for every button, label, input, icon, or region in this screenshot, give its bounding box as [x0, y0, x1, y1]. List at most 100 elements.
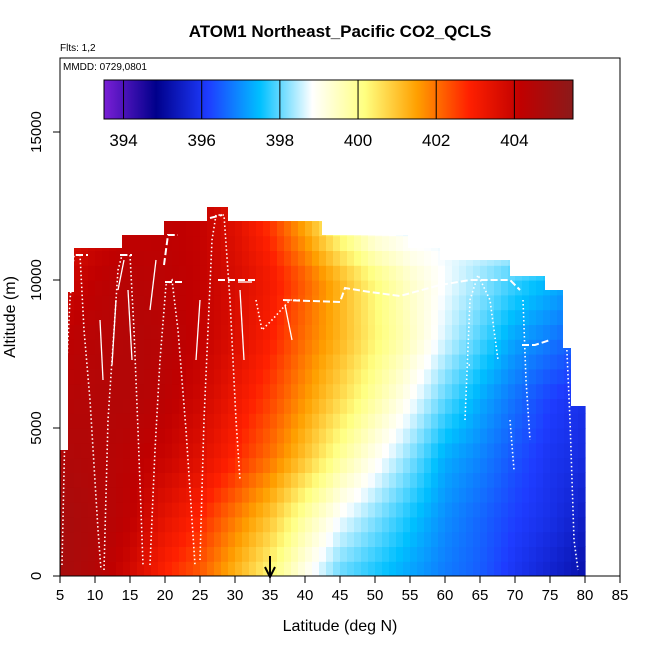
- curtain-cell: [123, 457, 131, 473]
- curtain-cell: [501, 235, 509, 251]
- curtain-cell: [172, 502, 180, 518]
- curtain-cell: [410, 339, 418, 355]
- curtain-cell: [172, 324, 180, 340]
- curtain-cell: [382, 398, 390, 414]
- curtain-cell: [186, 191, 194, 206]
- curtain-cell: [249, 383, 257, 399]
- curtain-cell: [347, 220, 355, 237]
- curtain-cell: [214, 280, 222, 296]
- curtain-cell: [368, 472, 376, 488]
- curtain-cell: [270, 516, 278, 533]
- curtain-cell: [291, 354, 299, 370]
- curtain-cell: [473, 457, 481, 473]
- curtain-cell: [494, 280, 502, 296]
- curtain-cell: [186, 339, 194, 355]
- curtain-cell: [74, 191, 82, 206]
- curtain-cell: [480, 354, 488, 370]
- curtain-cell: [403, 265, 411, 281]
- curtain-cell: [109, 324, 117, 340]
- curtain-cell: [410, 383, 418, 399]
- curtain-cell: [151, 398, 159, 414]
- curtain-cell: [221, 220, 229, 237]
- curtain-cell: [340, 368, 348, 385]
- curtain-cell: [333, 487, 341, 503]
- curtain-cell: [438, 280, 446, 296]
- curtain-cell: [151, 294, 159, 311]
- curtain-cell: [487, 354, 495, 370]
- curtain-cell: [277, 561, 285, 576]
- curtain-cell: [403, 502, 411, 518]
- curtain-cell: [571, 516, 579, 533]
- curtain-cell: [536, 265, 544, 281]
- curtain-cell: [207, 413, 215, 429]
- curtain-cell: [88, 220, 96, 237]
- curtain-cell: [235, 516, 243, 533]
- curtain-cell: [312, 457, 320, 473]
- curtain-cell: [452, 191, 460, 206]
- curtain-cell: [207, 250, 215, 266]
- curtain-cell: [305, 472, 313, 488]
- curtain-cell: [522, 457, 530, 473]
- curtain-cell: [263, 250, 271, 266]
- curtain-cell: [298, 280, 306, 296]
- curtain-cell: [487, 265, 495, 281]
- colorbar-tick-label: 396: [188, 131, 216, 150]
- curtain-cell: [305, 561, 313, 576]
- flight-track: [255, 299, 300, 332]
- curtain-cell: [403, 280, 411, 296]
- curtain-cell: [109, 309, 117, 325]
- curtain-cell: [235, 398, 243, 414]
- curtain-cell: [564, 502, 572, 518]
- curtain-cell: [529, 354, 537, 370]
- curtain-cell: [137, 546, 145, 562]
- curtain-cell: [305, 324, 313, 340]
- curtain-cell: [116, 368, 124, 385]
- curtain-cell: [543, 487, 551, 503]
- curtain-cell: [396, 265, 404, 281]
- curtain-cell: [382, 235, 390, 251]
- curtain-cell: [543, 220, 551, 237]
- curtain-cell: [81, 516, 89, 533]
- flight-track: [111, 299, 117, 366]
- curtain-cell: [501, 487, 509, 503]
- curtain-cell: [214, 398, 222, 414]
- curtain-cell: [333, 324, 341, 340]
- curtain-cell: [459, 324, 467, 340]
- curtain-cell: [431, 354, 439, 370]
- curtain-cell: [536, 368, 544, 385]
- curtain-cell: [319, 413, 327, 429]
- curtain-cell: [368, 250, 376, 266]
- curtain-cell: [480, 235, 488, 251]
- curtain-cell: [151, 531, 159, 547]
- curtain-cell: [312, 324, 320, 340]
- curtain-cell: [144, 413, 152, 429]
- curtain-cell: [452, 398, 460, 414]
- curtain-cell: [431, 265, 439, 281]
- curtain-cell: [445, 502, 453, 518]
- curtain-cell: [361, 354, 369, 370]
- curtain-cell: [480, 383, 488, 399]
- curtain-cell: [67, 383, 75, 399]
- curtain-cell: [501, 457, 509, 473]
- curtain-cell: [130, 339, 138, 355]
- curtain-cell: [578, 235, 586, 251]
- curtain-cell: [529, 516, 537, 533]
- curtain-cell: [109, 516, 117, 533]
- curtain-cell: [207, 294, 215, 311]
- curtain-cell: [67, 428, 75, 444]
- curtain-cell: [228, 354, 236, 370]
- curtain-cell: [95, 324, 103, 340]
- curtain-cell: [410, 265, 418, 281]
- curtain-cell: [515, 502, 523, 518]
- curtain-cell: [396, 235, 404, 251]
- curtain-cell: [403, 561, 411, 576]
- curtain-cell: [88, 472, 96, 488]
- curtain-cell: [424, 207, 432, 222]
- curtain-cell: [438, 487, 446, 503]
- curtain-cell: [284, 442, 292, 459]
- curtain-cell: [221, 207, 229, 222]
- curtain-cell: [144, 235, 152, 251]
- curtain-cell: [228, 502, 236, 518]
- curtain-cell: [235, 265, 243, 281]
- curtain-cell: [270, 265, 278, 281]
